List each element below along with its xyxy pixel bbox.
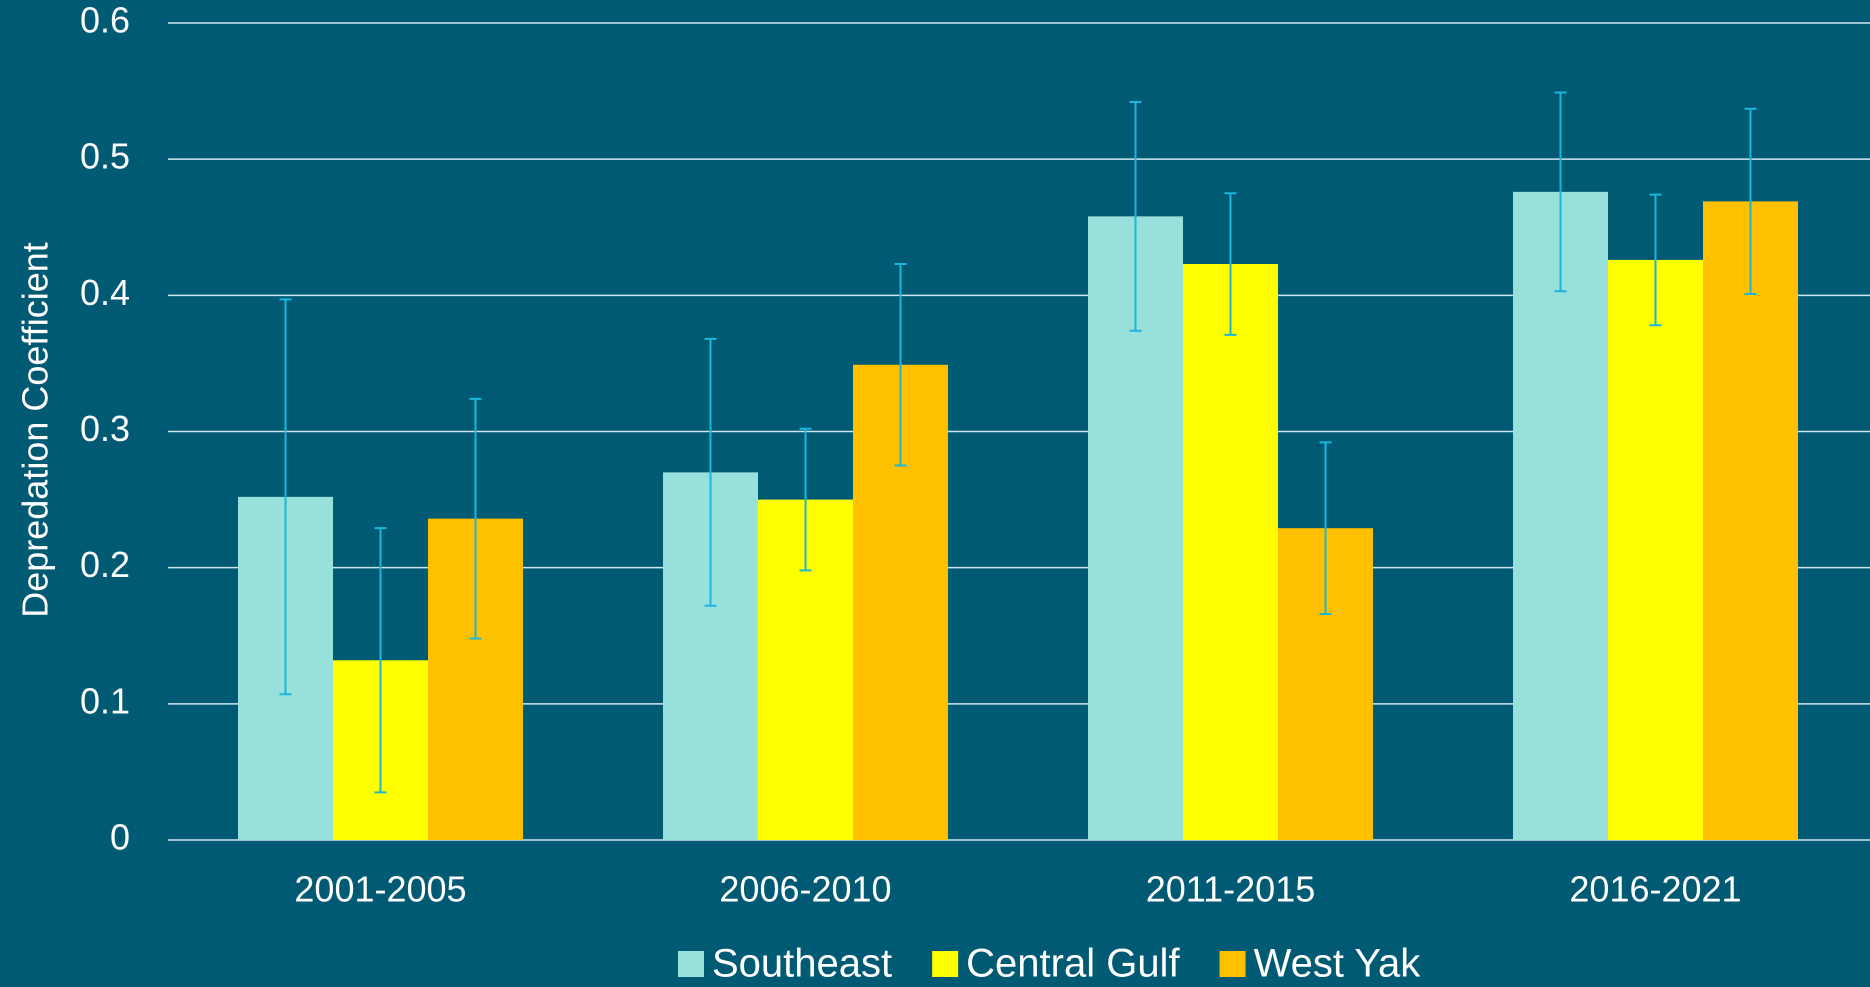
- legend-swatch: [932, 951, 959, 977]
- legend-label: Central Gulf: [966, 942, 1180, 986]
- x-tick-label: 2011-2015: [1146, 869, 1316, 910]
- y-tick-label: 0.2: [80, 544, 130, 585]
- bar: [1513, 191, 1608, 840]
- error-bar: [1224, 192, 1237, 336]
- x-tick-label: 2006-2010: [719, 869, 891, 910]
- legend-swatch: [1219, 951, 1246, 977]
- y-tick-label: 0.4: [80, 272, 130, 313]
- legend-label: West Yak: [1254, 942, 1422, 986]
- error-bar: [799, 427, 812, 572]
- error-bar: [279, 298, 292, 696]
- y-tick-label: 0.5: [80, 136, 130, 177]
- legend-label: Southeast: [712, 942, 892, 986]
- error-bar: [1649, 193, 1662, 327]
- error-bar: [469, 397, 482, 640]
- x-tick-label: 2016-2021: [1569, 869, 1741, 910]
- bar: [1703, 201, 1798, 841]
- y-tick-label: 0: [110, 817, 130, 858]
- bar: [1608, 259, 1703, 840]
- y-tick-label: 0.1: [80, 680, 130, 721]
- error-bar: [704, 337, 717, 607]
- error-bar: [894, 263, 907, 467]
- y-tick-label: 0.6: [80, 0, 130, 41]
- x-tick-label: 2001-2005: [294, 869, 466, 910]
- error-bar: [1319, 441, 1332, 615]
- y-axis-label: Depredation Coefficient: [15, 242, 56, 618]
- legend-swatch: [678, 951, 704, 977]
- y-tick-label: 0.3: [80, 408, 130, 449]
- bar: [1183, 264, 1278, 840]
- error-bar: [374, 527, 387, 794]
- error-bar: [1129, 100, 1142, 332]
- error-bar: [1744, 107, 1757, 295]
- error-bar: [1554, 91, 1567, 293]
